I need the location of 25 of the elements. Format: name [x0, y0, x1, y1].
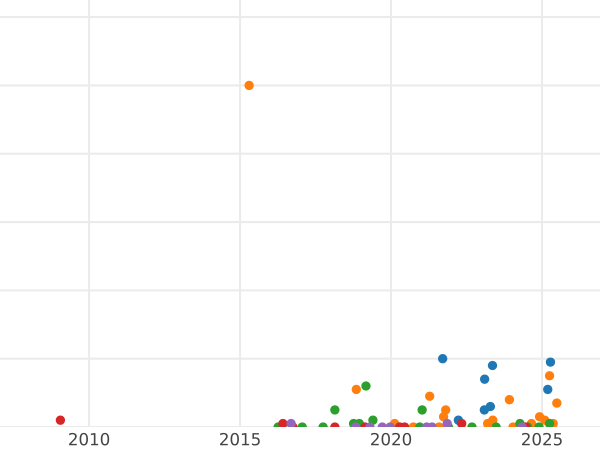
point	[417, 405, 427, 415]
point	[488, 360, 498, 370]
point	[457, 418, 466, 427]
point	[543, 384, 552, 394]
point	[286, 418, 296, 427]
point	[361, 381, 371, 391]
x-tick-label: 2015	[220, 432, 260, 446]
point	[480, 374, 490, 384]
point	[504, 395, 514, 404]
point	[278, 418, 288, 427]
point	[544, 371, 554, 380]
point	[438, 354, 448, 364]
point	[544, 418, 554, 427]
point	[483, 418, 492, 427]
x-tick-label: 2010	[69, 432, 110, 446]
x-tick-label: 2025	[522, 432, 562, 446]
point	[56, 416, 66, 425]
point	[546, 357, 556, 367]
point	[330, 405, 340, 415]
point	[425, 392, 434, 401]
point	[486, 402, 496, 412]
point	[552, 398, 562, 408]
point	[438, 412, 448, 422]
point	[352, 384, 361, 394]
x-tick-label: 2020	[371, 432, 412, 446]
